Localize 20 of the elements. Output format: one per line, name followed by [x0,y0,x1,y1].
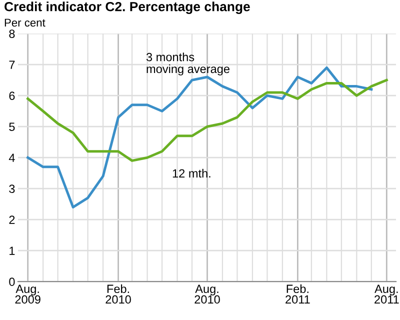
annotation: 3 months moving average [146,52,230,76]
chart-title: Credit indicator C2. Percentage change [4,2,250,14]
annotation: 12 mth. [172,168,210,178]
y-tick-label: 8 [9,30,15,38]
x-tick-label: Aug. 2010 [194,284,220,304]
y-tick-label: 5 [9,122,15,131]
x-tick-label: Feb. 2011 [286,284,310,304]
y-tick-label: 0 [9,278,15,286]
y-axis-title: Per cent [4,18,46,27]
y-tick-label: 7 [9,60,15,69]
x-tick-label: Feb. 2010 [106,284,131,304]
y-tick-label: 3 [9,184,15,193]
y-tick-label: 6 [9,92,15,100]
line-series [26,66,373,208]
x-tick-label: Aug. 2009 [15,284,40,304]
line-series [26,78,388,162]
x-tick-label: Aug. 2011 [374,284,399,304]
y-tick-label: 2 [9,216,15,224]
y-tick-label: 4 [8,154,15,162]
y-tick-label: 1 [10,246,15,255]
